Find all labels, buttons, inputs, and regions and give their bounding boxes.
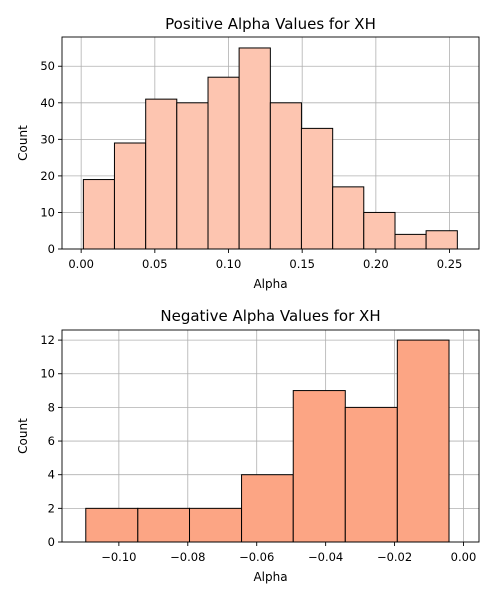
axes-frame — [61, 36, 480, 250]
histogram-bar — [85, 507, 139, 543]
histogram-bar — [300, 127, 334, 250]
y-axis-label: Count — [16, 418, 30, 454]
y-tick-label: 20 — [40, 169, 55, 183]
y-tick-label: 10 — [40, 205, 55, 219]
x-tick-label: −0.06 — [239, 550, 274, 564]
histogram-bar — [396, 339, 450, 543]
x-tick-label: −0.04 — [308, 550, 343, 564]
x-tick-label: −0.08 — [170, 550, 205, 564]
x-tick-label: 0.00 — [451, 550, 477, 564]
x-tick-label: 0.10 — [216, 257, 242, 271]
x-tick-label: 0.05 — [142, 257, 168, 271]
histogram-bar — [82, 179, 115, 250]
histogram-bar — [332, 186, 365, 250]
negative-alpha-histogram: Negative Alpha Values for XH Alpha Count… — [16, 307, 480, 584]
axes-frame — [61, 329, 480, 543]
histogram-bar — [238, 47, 271, 250]
positive-alpha-histogram: Positive Alpha Values for XH Alpha Count… — [16, 15, 480, 291]
y-tick-label: 8 — [48, 400, 55, 414]
x-tick-label: 0.25 — [437, 257, 463, 271]
histogram-bar — [137, 507, 191, 543]
y-tick-label: 0 — [48, 242, 55, 256]
x-axis-label: Alpha — [253, 277, 287, 291]
y-tick-label: 6 — [48, 434, 55, 448]
histogram-bar — [344, 406, 398, 543]
y-axis-label: Count — [16, 125, 30, 161]
x-axis-label: Alpha — [253, 570, 287, 584]
y-tick-label: 10 — [40, 367, 55, 381]
y-tick-label: 50 — [40, 59, 55, 73]
histogram-bar — [363, 211, 396, 250]
histogram-bar — [425, 230, 458, 250]
y-tick-label: 40 — [40, 96, 55, 110]
x-tick-label: 0.20 — [363, 257, 389, 271]
histogram-bar — [394, 233, 427, 250]
y-tick-label: 4 — [48, 468, 55, 482]
histogram-bar — [269, 102, 302, 250]
chart-title: Negative Alpha Values for XH — [160, 307, 380, 325]
histogram-bar — [189, 507, 243, 543]
histogram-bar — [241, 474, 294, 543]
y-tick-label: 30 — [40, 132, 55, 146]
y-tick-label: 0 — [48, 535, 55, 549]
y-tick-label: 2 — [48, 501, 55, 515]
x-tick-label: −0.02 — [377, 550, 412, 564]
chart-title: Positive Alpha Values for XH — [165, 15, 376, 33]
x-tick-label: −0.10 — [101, 550, 136, 564]
x-tick-label: 0.15 — [289, 257, 315, 271]
histogram-bar — [145, 98, 178, 250]
y-tick-label: 12 — [40, 333, 55, 347]
histogram-bar — [207, 76, 240, 250]
histogram-bar — [292, 390, 346, 543]
x-tick-label: 0.00 — [68, 257, 94, 271]
histogram-bar — [113, 142, 147, 250]
histogram-bar — [176, 102, 209, 250]
